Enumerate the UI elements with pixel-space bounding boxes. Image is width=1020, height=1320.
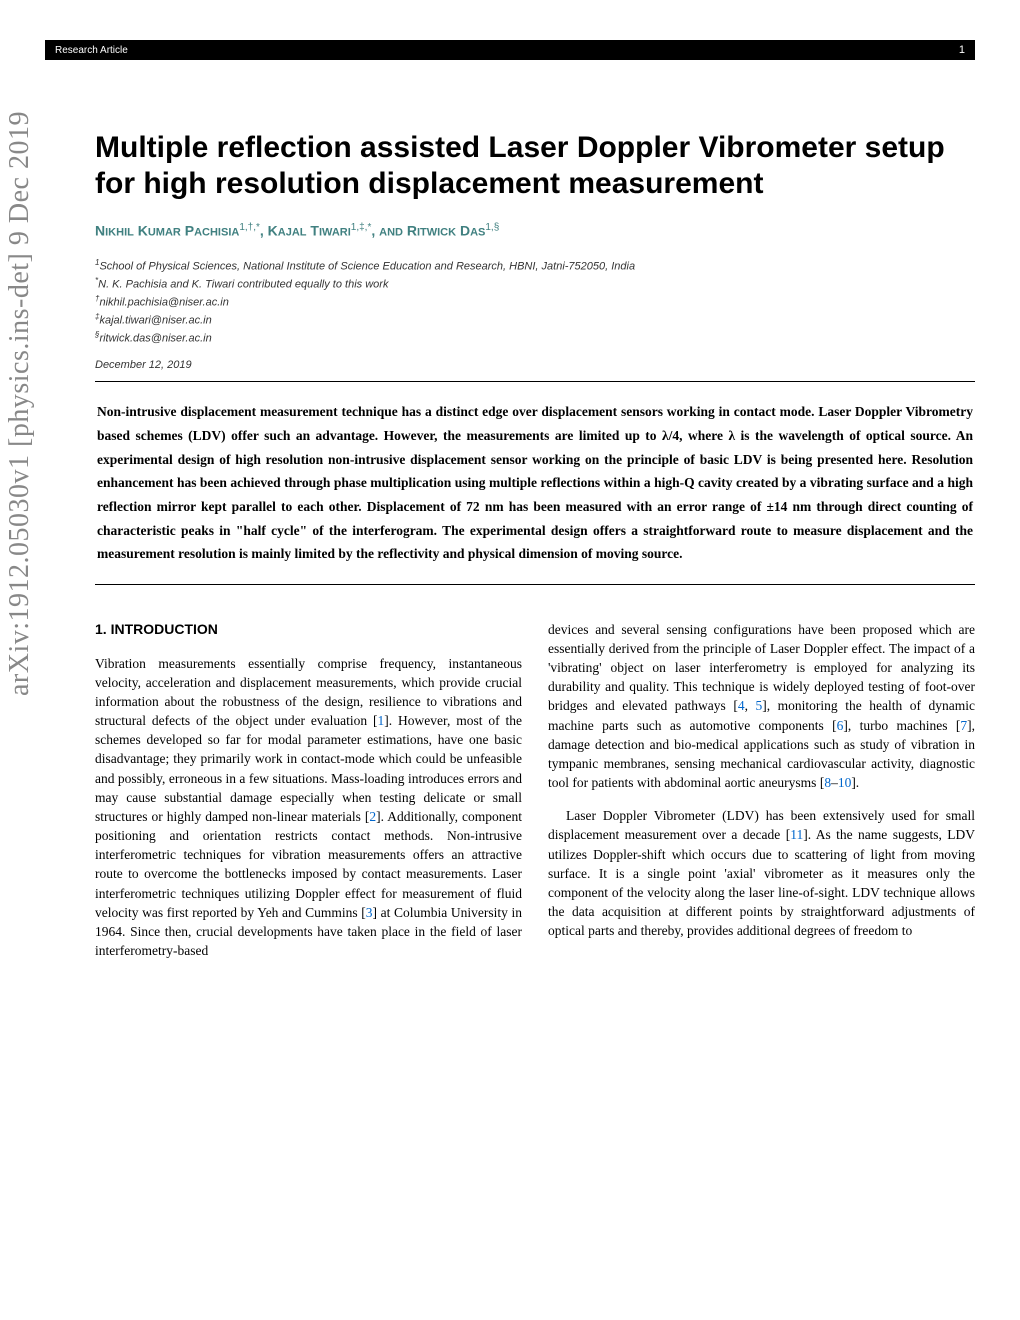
divider bbox=[95, 381, 975, 382]
header-bar: Research Article 1 bbox=[45, 40, 975, 60]
paper-title: Multiple reflection assisted Laser Doppl… bbox=[95, 130, 975, 202]
affiliations: 1School of Physical Sciences, National I… bbox=[95, 257, 975, 348]
column-left: 1. INTRODUCTION Vibration measurements e… bbox=[95, 620, 522, 960]
authors: NIKHIL KUMAR PACHISIA1,†,*, KAJAL TIWARI… bbox=[95, 222, 975, 239]
column-right: devices and several sensing configuratio… bbox=[548, 620, 975, 960]
divider bbox=[95, 584, 975, 585]
abstract: Non-intrusive displacement measurement t… bbox=[95, 400, 975, 565]
arxiv-identifier: arXiv:1912.05030v1 [physics.ins-det] 9 D… bbox=[4, 111, 36, 696]
article-type-label: Research Article bbox=[55, 45, 128, 56]
section-heading: 1. INTRODUCTION bbox=[95, 620, 522, 640]
body-columns: 1. INTRODUCTION Vibration measurements e… bbox=[95, 620, 975, 960]
page-number: 1 bbox=[959, 44, 965, 56]
paragraph: Vibration measurements essentially compr… bbox=[95, 654, 522, 961]
publication-date: December 12, 2019 bbox=[95, 359, 975, 371]
paragraph: devices and several sensing configuratio… bbox=[548, 620, 975, 792]
paragraph: Laser Doppler Vibrometer (LDV) has been … bbox=[548, 806, 975, 940]
content: Multiple reflection assisted Laser Doppl… bbox=[95, 130, 975, 960]
